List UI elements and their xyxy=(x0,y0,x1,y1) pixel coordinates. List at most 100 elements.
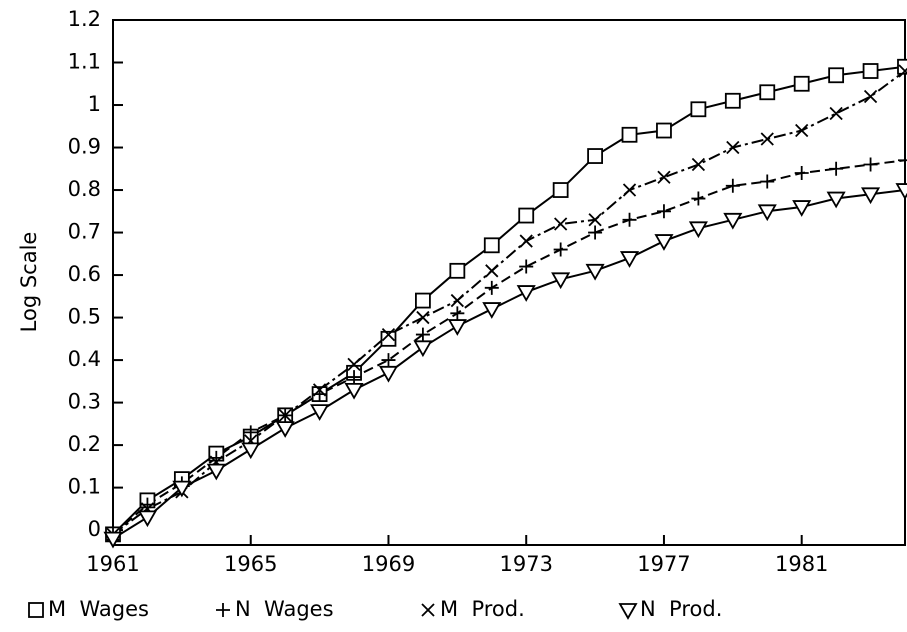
marker-triangle xyxy=(447,319,467,336)
marker-x xyxy=(691,157,706,172)
marker-plus xyxy=(450,306,465,321)
marker-triangle xyxy=(172,480,192,498)
y-tick-label: 0.9 xyxy=(68,135,101,159)
marker-x xyxy=(312,383,327,397)
marker-triangle xyxy=(826,191,846,209)
marker-triangle xyxy=(619,251,640,268)
marker-x xyxy=(760,132,774,146)
marker-triangle xyxy=(861,187,881,205)
marker-triangle xyxy=(275,421,295,438)
marker-triangle xyxy=(137,510,157,528)
x-tick-label: 1981 xyxy=(775,552,828,576)
marker-plus xyxy=(863,157,878,172)
marker-triangle xyxy=(757,204,777,222)
x-tick-label: 1969 xyxy=(362,552,415,576)
marker-square xyxy=(828,67,845,84)
marker-square xyxy=(759,84,776,101)
marker-square xyxy=(28,602,44,618)
marker-triangle xyxy=(792,200,812,217)
marker-plus xyxy=(691,191,706,206)
y-tick-label: 0.3 xyxy=(68,390,101,414)
marker-x xyxy=(863,89,878,104)
marker-triangle xyxy=(585,263,605,281)
marker-plus xyxy=(243,425,258,440)
marker-plus xyxy=(622,212,637,227)
y-tick-label: 0.5 xyxy=(68,305,101,329)
series-line xyxy=(112,70,906,536)
marker-triangle xyxy=(344,382,364,400)
marker-square xyxy=(415,292,431,309)
marker-plus xyxy=(656,204,671,219)
y-tick-label: 1.1 xyxy=(68,50,101,74)
marker-triangle xyxy=(618,603,638,620)
marker-x xyxy=(381,327,396,342)
marker-x xyxy=(450,293,464,308)
marker-plus xyxy=(760,174,775,189)
marker-plus xyxy=(381,353,396,368)
y-tick-label: 0.4 xyxy=(68,347,101,371)
marker-triangle xyxy=(241,442,261,460)
plot-frame xyxy=(112,19,906,546)
marker-square xyxy=(690,101,707,118)
y-tick-label: 0.8 xyxy=(68,177,101,201)
marker-triangle xyxy=(378,365,399,383)
marker-plus xyxy=(588,225,603,240)
marker-triangle xyxy=(206,463,226,481)
marker-x xyxy=(421,603,435,617)
marker-plus xyxy=(347,370,362,385)
series-line xyxy=(112,189,906,540)
marker-plus xyxy=(898,153,907,168)
marker-plus xyxy=(553,242,568,257)
marker-x xyxy=(829,106,843,121)
marker-square xyxy=(483,237,500,254)
marker-x xyxy=(278,408,292,422)
marker-plus xyxy=(519,259,534,274)
marker-square xyxy=(587,148,603,164)
marker-plus xyxy=(484,280,499,295)
y-tick-label: 1 xyxy=(88,92,101,116)
marker-triangle xyxy=(688,221,708,239)
y-axis-label: Log Scale xyxy=(17,232,41,333)
marker-x xyxy=(416,310,430,325)
legend-label: M Wages xyxy=(48,597,149,621)
marker-x xyxy=(588,213,602,227)
marker-triangle xyxy=(103,531,123,549)
legend-label: N Prod. xyxy=(640,597,722,621)
marker-plus xyxy=(415,327,430,342)
marker-triangle xyxy=(654,234,674,251)
marker-x xyxy=(554,217,568,231)
marker-square xyxy=(656,122,672,139)
legend-label: M Prod. xyxy=(440,597,525,621)
marker-square xyxy=(621,126,638,143)
marker-square xyxy=(897,58,907,75)
marker-x xyxy=(347,357,361,371)
marker-plus xyxy=(794,166,809,181)
marker-square xyxy=(380,330,397,347)
marker-triangle xyxy=(551,272,571,290)
y-tick-label: 0 xyxy=(88,517,101,541)
marker-square xyxy=(862,63,879,79)
marker-square xyxy=(552,182,569,198)
y-tick-label: 0.7 xyxy=(68,220,101,244)
marker-plus xyxy=(725,178,740,193)
legend-label: N Wages xyxy=(235,597,334,621)
x-tick-label: 1973 xyxy=(499,552,552,576)
marker-triangle xyxy=(723,212,743,230)
x-tick-label: 1961 xyxy=(86,552,139,576)
marker-triangle xyxy=(310,404,330,421)
marker-plus xyxy=(216,603,230,617)
x-tick-label: 1977 xyxy=(637,552,690,576)
marker-x xyxy=(485,264,499,278)
marker-x xyxy=(657,170,671,184)
marker-triangle xyxy=(413,340,433,358)
marker-x xyxy=(726,140,740,155)
marker-x xyxy=(898,64,907,78)
x-tick-label: 1965 xyxy=(224,552,277,576)
y-tick-label: 0.6 xyxy=(68,262,101,286)
marker-square xyxy=(518,207,535,224)
marker-square xyxy=(449,262,466,279)
y-tick-label: 0.2 xyxy=(68,432,101,456)
marker-triangle xyxy=(516,285,536,302)
y-tick-label: 1.2 xyxy=(68,7,101,31)
